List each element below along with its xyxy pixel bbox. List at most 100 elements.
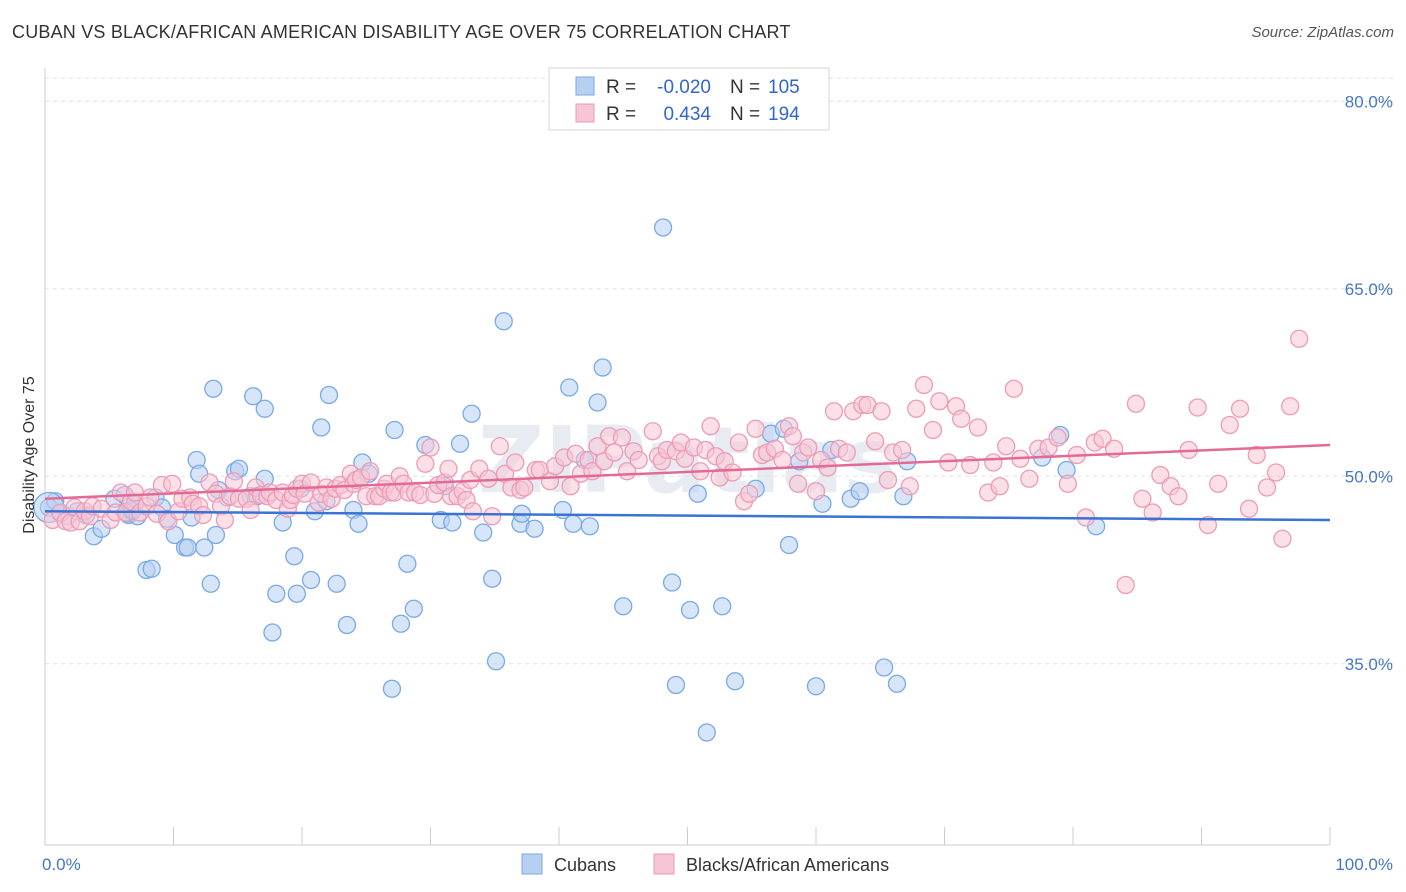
cuban-point xyxy=(593,358,612,377)
black-african-american-point xyxy=(416,454,435,473)
black-african-american-point xyxy=(740,484,759,503)
source-label: Source: ZipAtlas.com xyxy=(1251,24,1394,41)
cuban-point xyxy=(806,677,826,696)
black-african-american-point xyxy=(878,470,898,490)
cuban-point xyxy=(319,385,339,405)
black-african-american-point xyxy=(872,402,891,421)
black-african-american-point xyxy=(746,419,765,438)
black-african-american-point xyxy=(900,477,919,496)
black-african-american-point xyxy=(1266,463,1286,482)
bottom-legend: Cubans Blacks/African Americans xyxy=(521,853,889,875)
black-african-american-point xyxy=(1004,379,1024,398)
black-african-american-trend-line xyxy=(44,443,1331,500)
bottom-legend-swatch-cubans xyxy=(521,853,543,875)
x-tick-label-end: 100.0% xyxy=(1335,855,1393,874)
cuban-point xyxy=(285,547,304,566)
black-african-american-point xyxy=(241,500,260,520)
cuban-point xyxy=(450,434,470,453)
black-african-american-point xyxy=(930,392,949,411)
cuban-point xyxy=(850,482,869,501)
black-african-american-point xyxy=(506,453,525,472)
cuban-point xyxy=(201,574,220,593)
black-african-american-point xyxy=(439,459,458,478)
black-african-american-point xyxy=(193,505,213,525)
trend-lines xyxy=(44,443,1331,522)
cuban-point xyxy=(666,675,686,695)
black-african-american-point xyxy=(605,443,624,462)
cuban-point xyxy=(494,312,513,331)
cuban-point xyxy=(874,658,894,677)
black-african-american-point xyxy=(1239,499,1259,518)
black-african-american-point xyxy=(360,462,380,481)
black-african-american-point xyxy=(824,402,844,421)
cuban-point xyxy=(206,525,226,545)
cubans-trend-line xyxy=(44,510,1331,522)
cuban-point xyxy=(713,597,732,616)
black-african-american-point xyxy=(1126,394,1146,413)
black-african-american-point xyxy=(421,438,440,457)
cuban-point xyxy=(525,519,544,538)
cuban-point xyxy=(779,535,799,555)
y-axis-label: Disability Age Over 75 xyxy=(21,376,38,534)
cuban-point xyxy=(680,600,700,620)
black-african-american-point xyxy=(612,428,632,447)
black-african-american-point xyxy=(923,420,943,440)
cuban-point xyxy=(725,672,745,691)
black-african-american-point xyxy=(799,438,818,457)
cuban-point xyxy=(662,573,682,592)
black-african-american-point xyxy=(490,437,510,456)
cuban-point xyxy=(382,679,402,698)
black-african-american-point xyxy=(1048,428,1067,447)
black-african-american-point xyxy=(865,432,885,451)
bottom-legend-swatch-blacks xyxy=(653,853,675,875)
cuban-point xyxy=(560,378,579,397)
axes: 35.0% 50.0% 65.0% 80.0% xyxy=(44,68,1393,846)
black-african-american-point xyxy=(783,427,803,446)
legend-r-label-blacks: R = xyxy=(606,104,636,125)
black-african-american-point xyxy=(892,440,912,460)
cuban-point xyxy=(688,484,707,503)
cuban-point xyxy=(263,623,282,642)
cuban-point xyxy=(312,418,331,437)
black-african-american-point xyxy=(125,483,145,502)
black-african-american-point xyxy=(224,472,244,491)
legend-r-value-blacks: 0.434 xyxy=(663,104,711,125)
cuban-point xyxy=(142,559,161,578)
cuban-point xyxy=(486,652,506,671)
black-african-american-point xyxy=(1188,398,1207,417)
cuban-point xyxy=(443,513,462,532)
black-african-american-point xyxy=(914,375,934,395)
legend-swatch-blacks xyxy=(575,103,595,123)
black-african-american-point xyxy=(1169,487,1188,506)
black-african-american-point xyxy=(788,474,808,493)
y-tick-label: 35.0% xyxy=(1345,655,1393,674)
y-tick-label: 65.0% xyxy=(1345,280,1393,299)
black-african-american-point xyxy=(773,450,792,470)
black-african-american-point xyxy=(215,510,235,530)
chart-title: CUBAN VS BLACK/AFRICAN AMERICAN DISABILI… xyxy=(12,22,791,42)
cuban-point xyxy=(404,599,423,618)
cuban-point xyxy=(887,674,907,693)
black-african-american-point xyxy=(939,453,958,472)
black-african-american-point xyxy=(907,399,926,418)
black-african-american-point xyxy=(1143,503,1162,522)
cuban-point xyxy=(195,538,214,557)
cuban-point xyxy=(580,517,599,536)
cuban-point xyxy=(349,514,368,533)
cuban-point xyxy=(337,615,357,635)
black-african-american-point xyxy=(1198,515,1218,535)
black-african-american-point xyxy=(1116,575,1135,595)
black-african-american-point xyxy=(163,474,182,493)
black-african-american-point xyxy=(997,437,1016,456)
black-african-american-point xyxy=(723,463,742,482)
black-african-american-point xyxy=(629,450,648,470)
cuban-point xyxy=(255,399,274,418)
cuban-point xyxy=(301,570,321,590)
black-african-american-point xyxy=(1093,429,1112,448)
black-african-american-point xyxy=(952,409,971,428)
x-tick-label-start: 0.0% xyxy=(42,855,81,874)
black-african-american-point xyxy=(1230,399,1250,418)
y-tick-label: 50.0% xyxy=(1345,467,1393,486)
black-african-american-point xyxy=(1058,474,1078,493)
